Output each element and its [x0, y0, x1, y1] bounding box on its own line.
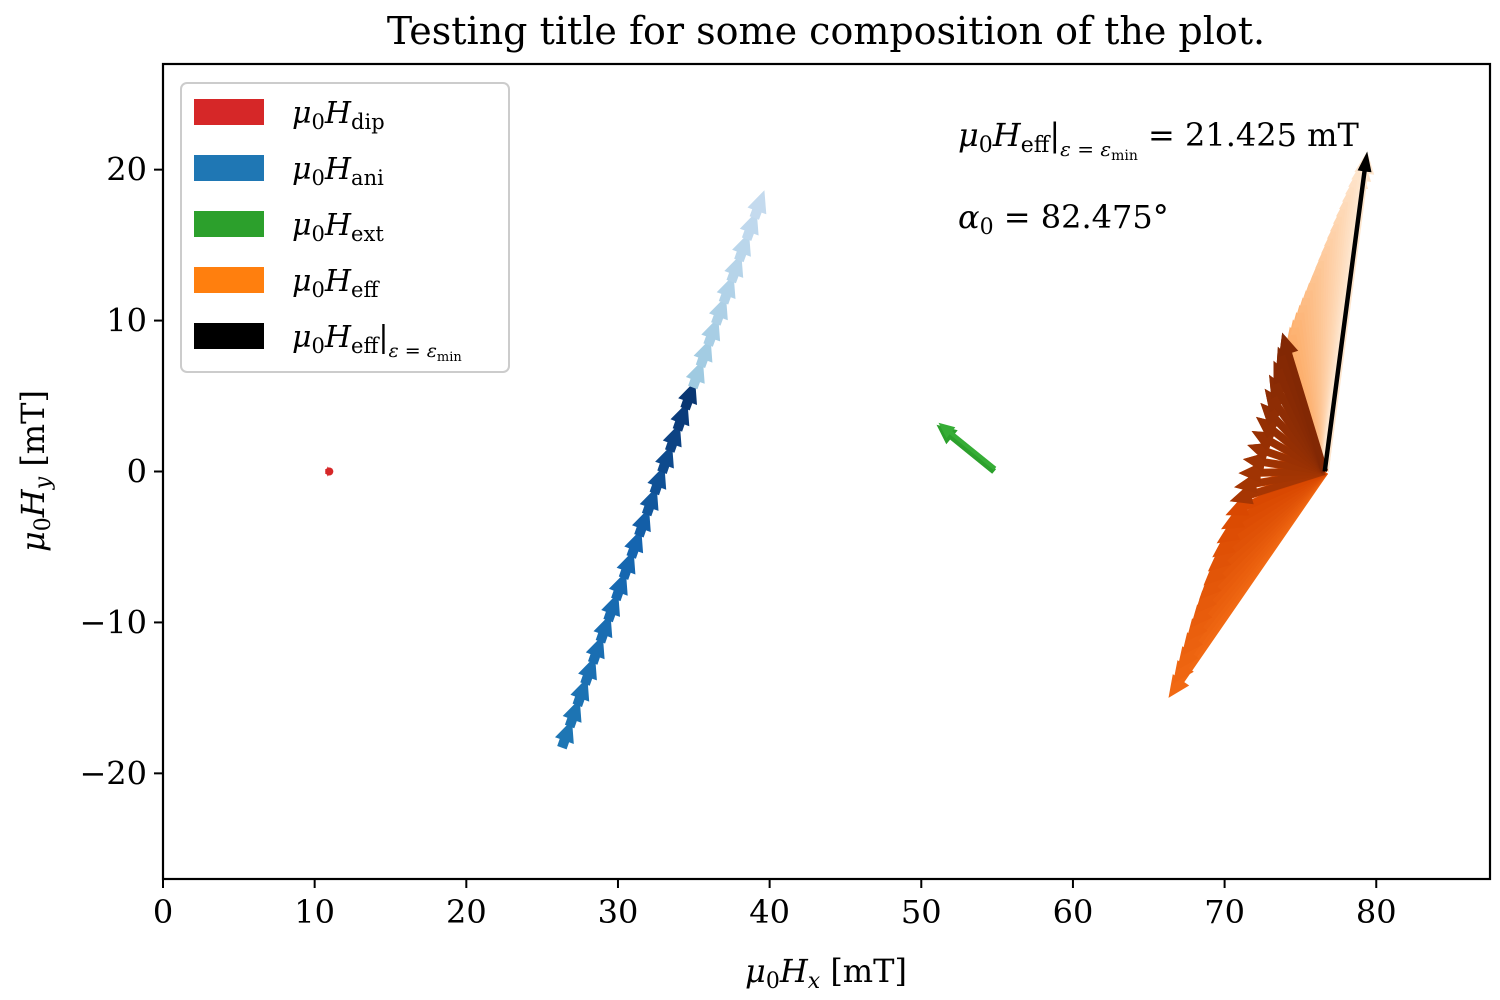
- series-h-eff: [1168, 151, 1375, 698]
- ani-arrow: [647, 465, 667, 496]
- ani-arrow: [678, 380, 697, 411]
- series-h-ani: [555, 190, 767, 750]
- ani-arrow: [739, 211, 759, 241]
- x-tick-label: 30: [598, 893, 639, 931]
- axis-ticks: 0 10 20 30 40 50 60 70 80 −20 −10 0 10 20: [79, 151, 1396, 931]
- ani-arrow: [624, 529, 644, 559]
- ani-arrow: [685, 359, 705, 390]
- legend-label: μ0Heff|ε = εmin: [292, 320, 462, 365]
- x-tick-label: 60: [1053, 893, 1094, 931]
- legend-swatch: [194, 323, 264, 349]
- legend-swatch: [194, 155, 264, 181]
- eff-arrow: [1247, 442, 1326, 475]
- ani-arrow: [632, 508, 651, 538]
- ani-arrow: [593, 614, 613, 644]
- alpha-annotation: α0 = 82.475°: [958, 198, 1169, 240]
- ani-arrow: [555, 719, 574, 750]
- ani-arrow: [655, 444, 674, 474]
- x-tick-label: 40: [749, 893, 790, 931]
- eff-arrow: [1251, 431, 1327, 475]
- ani-arrow: [562, 698, 582, 729]
- ani-arrow: [639, 486, 659, 517]
- heff-min-annotation: μ0Heff|ε = εmin = 21.425 mT: [958, 116, 1360, 164]
- y-tick-label: 20: [106, 151, 147, 189]
- x-tick-label: 80: [1356, 893, 1397, 931]
- x-tick-label: 20: [446, 893, 487, 931]
- y-axis-label: μ0Hy [mT]: [14, 390, 56, 552]
- chart-title: Testing title for some composition of th…: [387, 9, 1265, 53]
- legend-label: μ0Heff: [292, 264, 380, 302]
- eff-arrow: [1279, 332, 1328, 473]
- ani-arrow: [578, 656, 597, 686]
- legend-swatch: [194, 99, 264, 125]
- x-tick-label: 10: [294, 893, 335, 931]
- dip-arrow-head: [325, 467, 334, 476]
- y-tick-label: −20: [79, 754, 147, 792]
- ani-arrow: [570, 677, 590, 707]
- legend: μ0Hdip μ0Hani μ0Hext μ0Heff μ0Heff|ε = εmin: [180, 82, 510, 373]
- x-tick-label: 70: [1204, 893, 1245, 931]
- y-tick-label: 0: [127, 453, 147, 491]
- legend-label: μ0Hani: [292, 152, 384, 190]
- legend-swatch: [194, 267, 264, 293]
- y-tick-label: 10: [106, 302, 147, 340]
- ext-arrow: [936, 424, 996, 474]
- plot-area: [325, 151, 1375, 750]
- x-tick-label: 50: [901, 893, 942, 931]
- legend-swatch: [194, 211, 264, 237]
- x-axis-label: μ0Hx [mT]: [745, 952, 907, 994]
- ani-arrow: [732, 232, 751, 263]
- ani-arrow: [724, 253, 744, 284]
- ext-arrow: [938, 422, 997, 471]
- y-tick-label: −10: [79, 603, 147, 641]
- ani-arrow: [709, 296, 728, 326]
- ani-arrow: [585, 635, 605, 665]
- plot-frame: [161, 62, 1492, 881]
- ani-arrow: [716, 275, 736, 305]
- legend-label: μ0Hdip: [292, 96, 385, 134]
- series-h-dip: [325, 466, 334, 477]
- ani-arrow: [670, 402, 690, 432]
- ani-arrow: [693, 338, 713, 368]
- ani-arrow: [701, 317, 721, 347]
- eff-min-arrow: [1322, 151, 1372, 472]
- ani-arrow: [747, 190, 767, 220]
- ani-arrow: [608, 571, 628, 602]
- series-h-ext: [936, 422, 997, 474]
- ani-arrow: [616, 550, 636, 580]
- x-tick-label: 0: [153, 893, 173, 931]
- ani-arrow: [601, 592, 620, 623]
- ani-arrow: [662, 423, 682, 453]
- legend-label: μ0Hext: [292, 208, 384, 246]
